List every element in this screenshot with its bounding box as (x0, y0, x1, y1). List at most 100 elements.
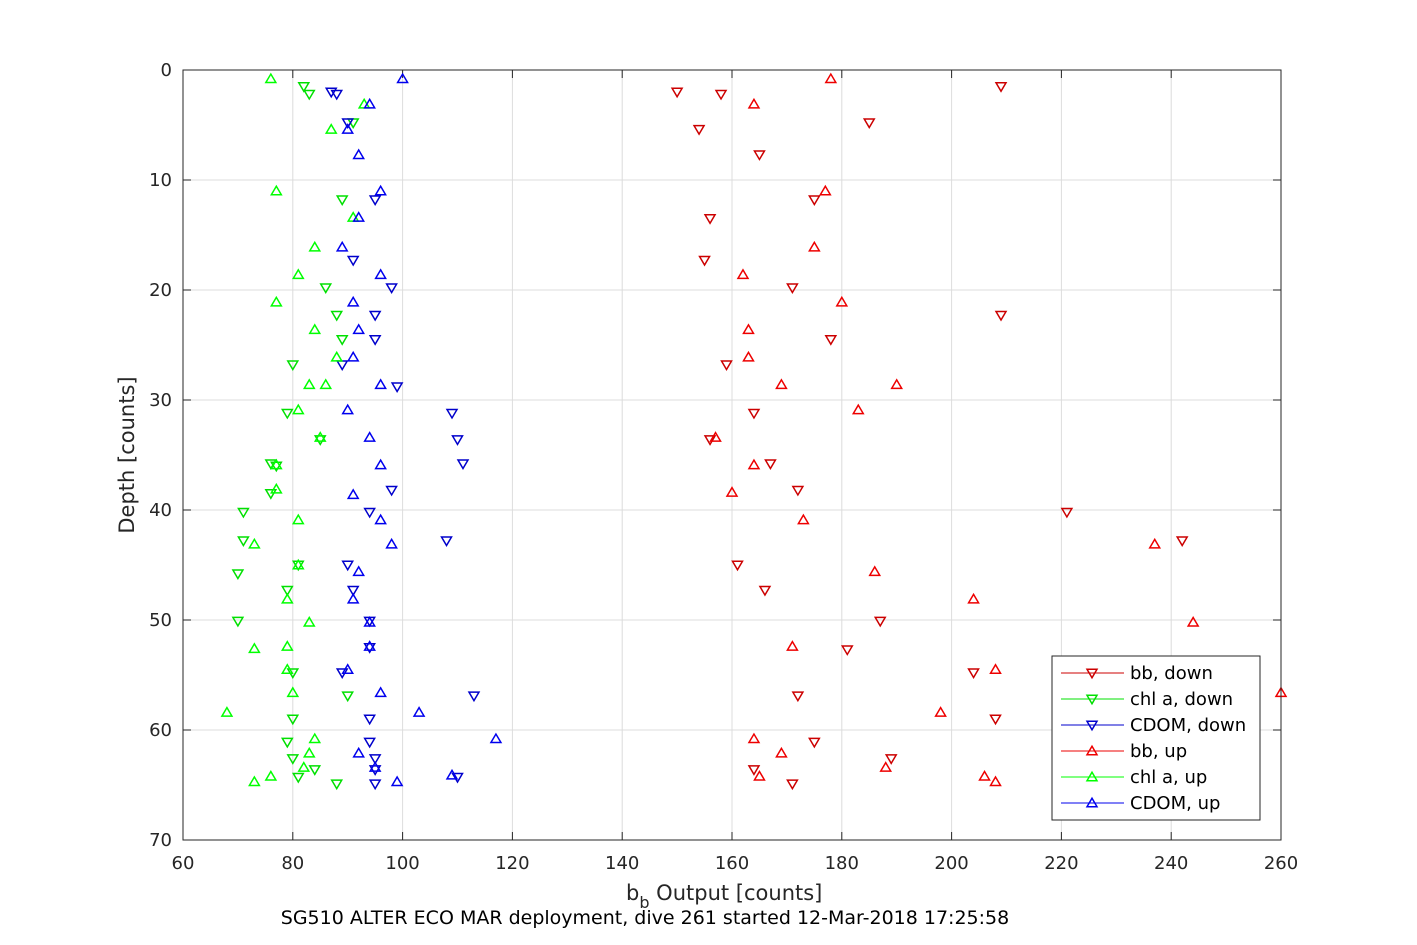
plot-frame (182, 69, 1282, 841)
data-point (368, 335, 382, 346)
data-point (302, 746, 316, 758)
data-point (313, 435, 327, 446)
series-bb-down (670, 82, 1189, 791)
data-point (374, 378, 387, 390)
data-point (270, 482, 283, 494)
data-point (313, 431, 327, 442)
data-point (352, 148, 365, 160)
data-point (319, 283, 333, 295)
data-point (714, 89, 728, 101)
data-point (786, 283, 799, 295)
data-point (280, 585, 294, 597)
legend-item: CDOM, up (1061, 793, 1220, 814)
legend-item: bb, up (1061, 741, 1187, 762)
data-point (335, 195, 349, 207)
data-point (791, 691, 805, 703)
data-point (286, 686, 300, 698)
data-point (231, 569, 245, 581)
data-point (808, 195, 821, 207)
data-point (264, 489, 278, 500)
data-point (346, 255, 360, 267)
legend-label: bb, up (1130, 741, 1187, 762)
data-point (742, 323, 755, 335)
y-tick-label: 30 (149, 390, 172, 411)
y-tick-label: 20 (149, 280, 172, 301)
data-point (456, 459, 470, 471)
data-point (291, 513, 305, 525)
data-point (237, 507, 250, 519)
data-point (374, 268, 387, 280)
data-point (363, 431, 376, 442)
data-point (747, 458, 761, 470)
data-point (308, 240, 322, 252)
data-point (297, 82, 311, 93)
data-point (319, 378, 333, 390)
legend-marker (1085, 720, 1099, 732)
data-point (352, 565, 365, 577)
data-point (819, 184, 832, 196)
data-point (868, 565, 882, 577)
data-point (747, 732, 761, 744)
data-point (747, 97, 761, 109)
data-point (346, 488, 360, 500)
data-point (879, 761, 893, 772)
data-point (445, 768, 459, 780)
data-point (270, 184, 283, 196)
legend-marker (1085, 694, 1099, 706)
y-axis-label: Depth [counts] (115, 376, 139, 533)
x-tick-label: 220 (1044, 853, 1078, 874)
data-point (720, 360, 733, 372)
data-point (824, 335, 838, 346)
y-tick-label: 40 (149, 500, 172, 521)
data-point (352, 323, 365, 335)
data-point (797, 513, 810, 525)
data-point (341, 560, 355, 572)
legend: bb, down chl a, down CDOM, down bb, up chl a… (1051, 655, 1261, 821)
data-point (385, 485, 398, 497)
x-tick-label: 240 (1154, 853, 1188, 874)
data-point (352, 211, 365, 222)
data-point (736, 268, 750, 280)
y-tick-label: 60 (149, 720, 172, 741)
data-point (385, 537, 398, 549)
data-point (264, 769, 278, 781)
data-point (346, 585, 360, 597)
y-tick-label: 10 (149, 170, 172, 191)
data-point (324, 123, 338, 134)
data-point (786, 779, 799, 791)
data-point (692, 124, 706, 136)
data-point (330, 310, 344, 322)
data-point (280, 640, 294, 651)
data-point (808, 737, 821, 749)
legend-item: chl a, up (1061, 767, 1207, 788)
data-point (291, 403, 305, 415)
data-point (670, 87, 684, 99)
data-point (346, 350, 360, 362)
data-point (775, 378, 788, 390)
legend-marker (1085, 668, 1099, 680)
data-point (884, 754, 898, 765)
data-point (725, 486, 739, 497)
data-point (703, 435, 717, 446)
data-point (489, 732, 503, 744)
data-point (851, 403, 865, 415)
data-point (374, 458, 387, 470)
data-point (824, 72, 838, 84)
data-point (352, 746, 365, 758)
data-point (1186, 615, 1200, 627)
data-point (764, 459, 777, 471)
data-point (346, 592, 360, 604)
data-point (363, 643, 376, 654)
data-point (840, 645, 854, 656)
legend-item: bb, down (1061, 663, 1213, 684)
data-point (280, 592, 294, 604)
data-point (440, 536, 453, 548)
series-chl-a-up (220, 72, 371, 787)
x-tick-label: 120 (495, 853, 529, 874)
data-point (363, 507, 376, 519)
legend-label: chl a, up (1130, 767, 1207, 788)
data-point (698, 255, 711, 267)
data-point (835, 295, 849, 307)
data-point (374, 184, 387, 196)
